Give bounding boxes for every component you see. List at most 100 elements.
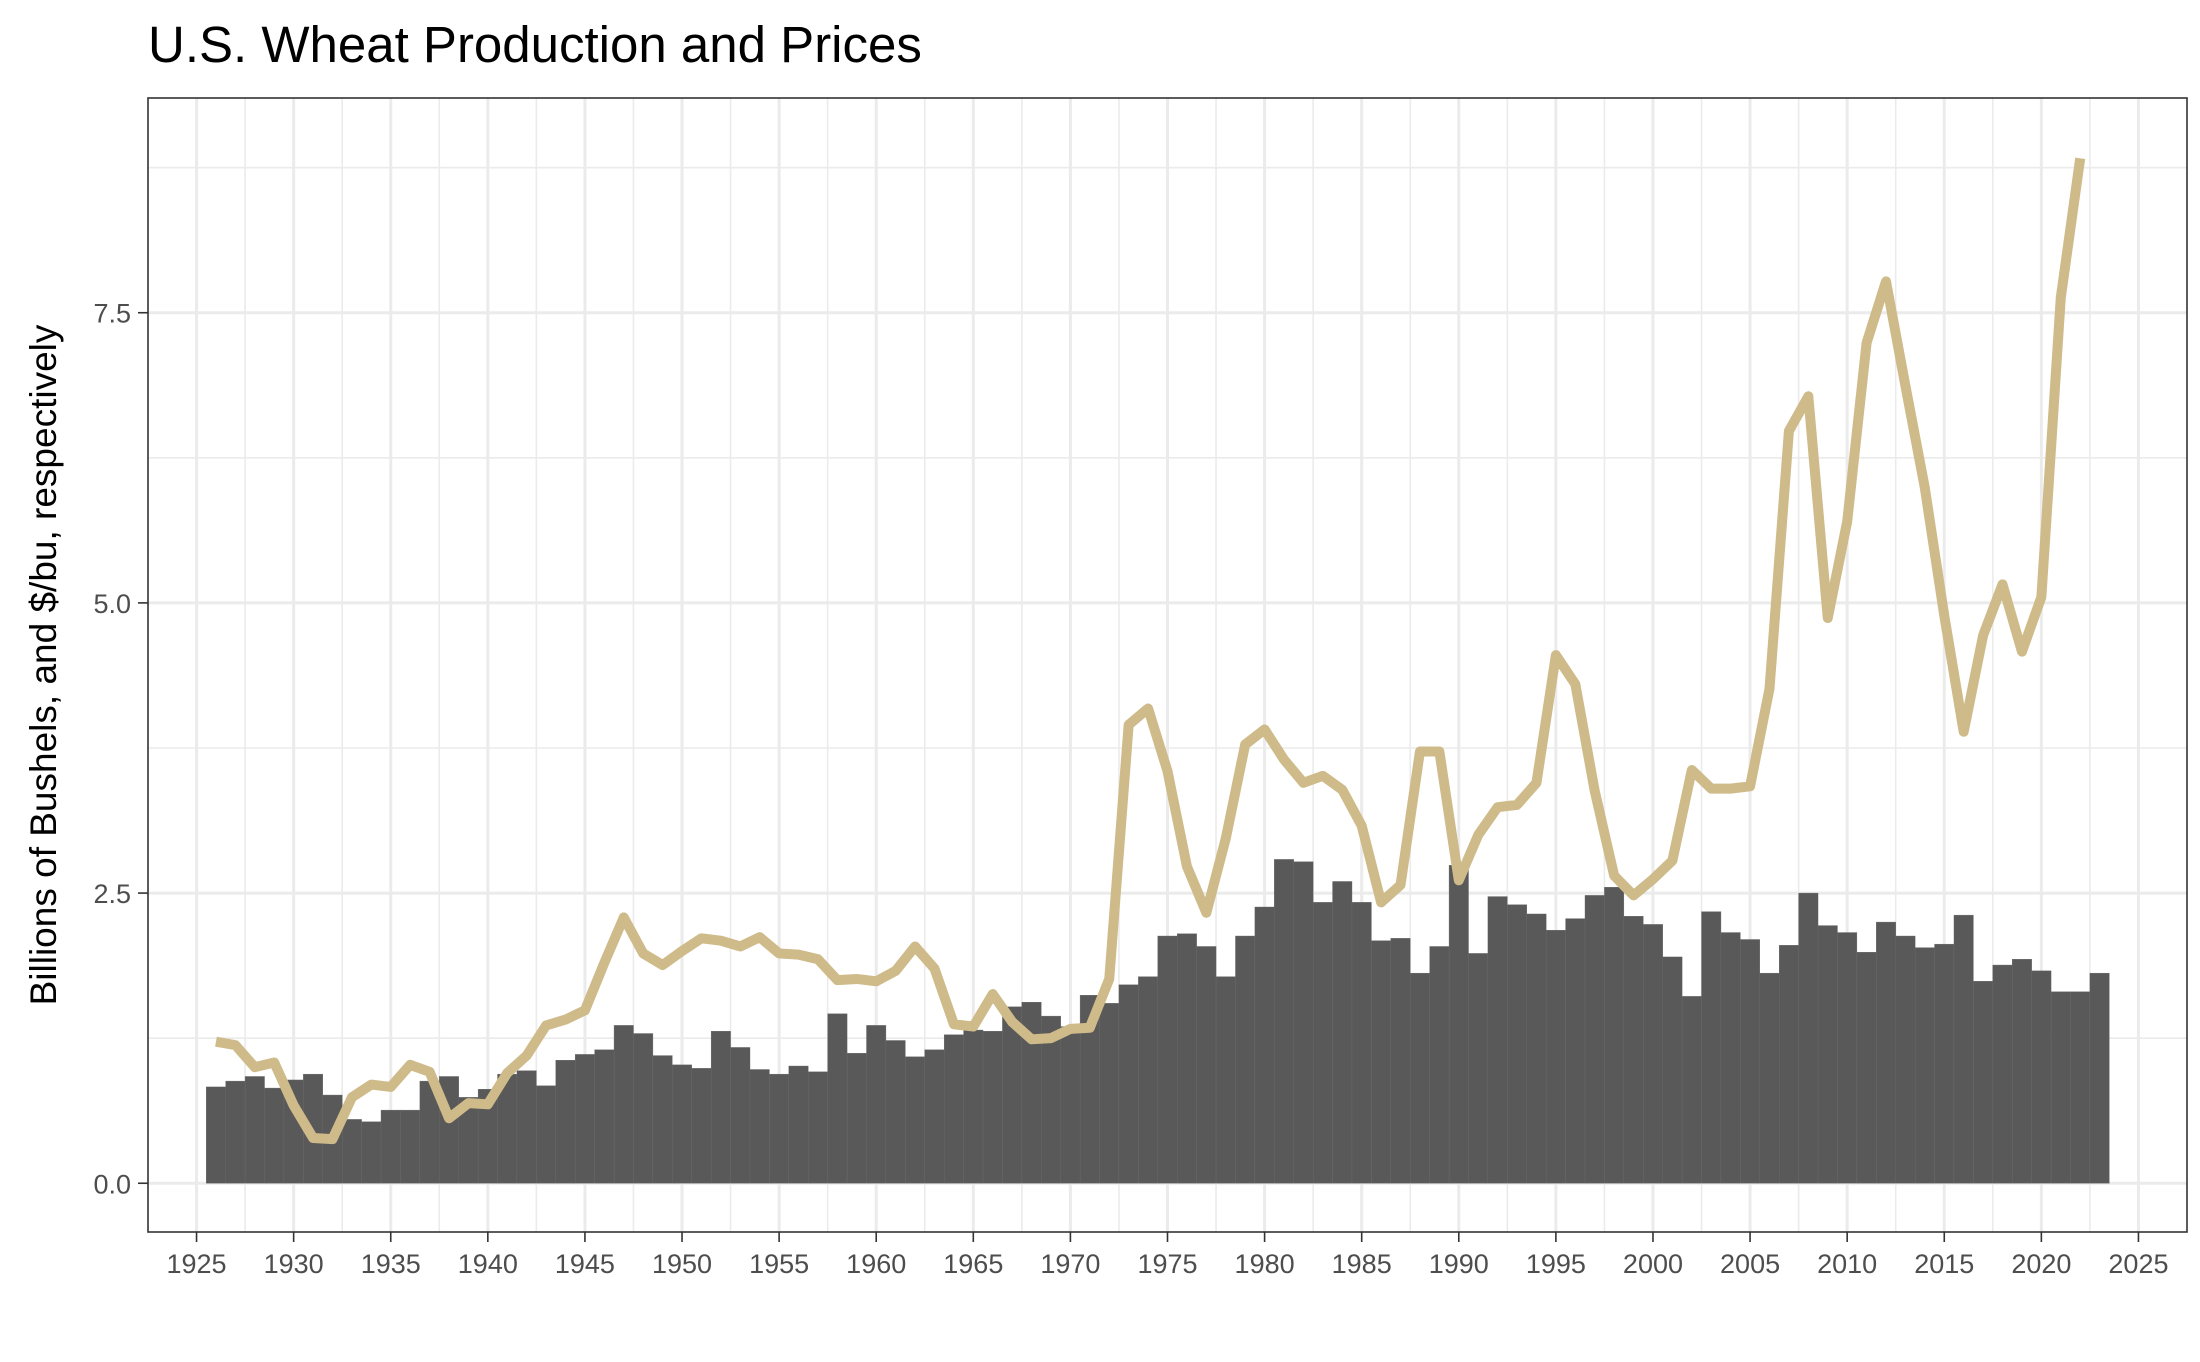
production-bar-1934 xyxy=(361,1121,382,1184)
y-axis-label: Billions of Bushels, and $/bu, respectiv… xyxy=(23,324,64,1005)
production-bar-2009 xyxy=(1817,925,1838,1184)
x-tick-label-2020: 2020 xyxy=(2011,1249,2071,1279)
production-bar-2023 xyxy=(2089,972,2110,1184)
production-bar-1989 xyxy=(1429,946,1450,1184)
production-bar-2017 xyxy=(1973,981,1994,1184)
production-bars xyxy=(206,859,2110,1184)
production-bar-2012 xyxy=(1876,921,1896,1184)
production-bar-2008 xyxy=(1798,892,1819,1184)
x-tick-label-1925: 1925 xyxy=(167,1249,227,1279)
x-tick-label-1935: 1935 xyxy=(361,1249,421,1279)
production-bar-1998 xyxy=(1604,887,1625,1184)
production-bar-1983 xyxy=(1312,902,1333,1184)
production-bar-1988 xyxy=(1410,972,1430,1184)
production-bar-2007 xyxy=(1778,945,1799,1184)
production-bar-2014 xyxy=(1914,947,1935,1184)
x-tick-label-2000: 2000 xyxy=(1623,1249,1683,1279)
production-bar-1950 xyxy=(672,1064,692,1184)
production-bar-1949 xyxy=(652,1055,673,1184)
production-bar-1976 xyxy=(1177,933,1197,1184)
price-line xyxy=(215,157,2086,1145)
production-bar-1999 xyxy=(1623,916,1644,1184)
production-bar-2020 xyxy=(2031,970,2052,1184)
production-bar-1952 xyxy=(710,1030,731,1184)
production-bar-1980 xyxy=(1254,906,1275,1184)
production-bar-1993 xyxy=(1507,904,1527,1184)
x-tick-label-2025: 2025 xyxy=(2108,1249,2168,1279)
x-tick-label-1945: 1945 xyxy=(555,1249,615,1279)
y-axis-ticks: 0.0 2.5 5.0 7.5 xyxy=(93,299,148,1199)
production-bar-1928 xyxy=(244,1076,265,1184)
production-bar-1986 xyxy=(1371,940,1392,1184)
production-bar-1996 xyxy=(1565,918,1586,1184)
production-bar-1936 xyxy=(400,1109,421,1184)
production-bar-2002 xyxy=(1681,996,1702,1184)
x-tick-label-1955: 1955 xyxy=(749,1249,809,1279)
production-bar-1965 xyxy=(963,1029,984,1184)
y-tick-label-5.0: 5.0 xyxy=(93,589,131,619)
production-bar-1963 xyxy=(924,1049,945,1184)
production-bar-2013 xyxy=(1895,935,1916,1184)
production-bar-1927 xyxy=(225,1080,246,1184)
production-bar-1982 xyxy=(1293,861,1314,1184)
production-bar-1955 xyxy=(769,1073,790,1184)
production-bar-1962 xyxy=(905,1056,925,1184)
production-bar-1966 xyxy=(982,1030,1003,1184)
production-bar-1961 xyxy=(885,1040,906,1184)
production-bar-1973 xyxy=(1118,984,1139,1184)
production-bar-1946 xyxy=(594,1049,615,1184)
x-tick-label-1990: 1990 xyxy=(1429,1249,1489,1279)
production-bar-1943 xyxy=(536,1085,557,1184)
production-bar-1954 xyxy=(749,1069,770,1184)
x-tick-label-2010: 2010 xyxy=(1817,1249,1877,1279)
y-tick-label-7.5: 7.5 xyxy=(93,299,131,329)
production-bar-1933 xyxy=(341,1119,362,1184)
production-bar-2003 xyxy=(1701,911,1722,1184)
production-bar-1972 xyxy=(1099,1003,1120,1184)
x-tick-label-1980: 1980 xyxy=(1235,1249,1295,1279)
production-bar-1977 xyxy=(1196,946,1217,1184)
production-bar-2006 xyxy=(1759,972,1780,1184)
production-bar-1994 xyxy=(1526,913,1547,1184)
production-bar-1948 xyxy=(633,1033,654,1184)
x-tick-label-1985: 1985 xyxy=(1332,1249,1392,1279)
production-bar-2005 xyxy=(1740,939,1760,1184)
x-tick-label-1975: 1975 xyxy=(1137,1249,1197,1279)
production-bar-1942 xyxy=(516,1070,537,1184)
x-tick-label-1940: 1940 xyxy=(458,1249,518,1279)
production-bar-1960 xyxy=(866,1025,887,1184)
x-tick-label-1950: 1950 xyxy=(652,1249,712,1279)
production-bar-1985 xyxy=(1351,902,1372,1184)
production-bar-1945 xyxy=(575,1054,595,1184)
production-bar-2001 xyxy=(1662,956,1683,1184)
production-bar-1974 xyxy=(1138,976,1158,1184)
production-bar-1929 xyxy=(264,1087,285,1184)
production-bar-1953 xyxy=(730,1047,751,1184)
production-bar-1958 xyxy=(827,1013,848,1184)
production-bar-1991 xyxy=(1468,953,1489,1184)
production-bar-1951 xyxy=(691,1068,712,1184)
production-bar-1984 xyxy=(1332,881,1353,1184)
production-bar-2004 xyxy=(1720,932,1741,1184)
production-bar-1997 xyxy=(1584,895,1605,1184)
production-bar-1995 xyxy=(1545,930,1566,1184)
production-bar-2021 xyxy=(2050,991,2071,1184)
x-tick-label-1930: 1930 xyxy=(264,1249,324,1279)
chart-title: U.S. Wheat Production and Prices xyxy=(148,16,922,73)
x-tick-label-2005: 2005 xyxy=(1720,1249,1780,1279)
production-bar-1956 xyxy=(788,1065,809,1184)
production-bar-1975 xyxy=(1157,935,1178,1184)
production-bar-1981 xyxy=(1274,859,1294,1184)
production-bar-2000 xyxy=(1643,924,1663,1184)
production-bar-1970 xyxy=(1060,1026,1081,1184)
price-line-group xyxy=(215,157,2086,1145)
production-bar-2016 xyxy=(1953,914,1974,1184)
production-bar-1926 xyxy=(206,1086,226,1184)
x-tick-label-2015: 2015 xyxy=(1914,1249,1974,1279)
production-bar-1992 xyxy=(1487,896,1508,1184)
production-bar-2019 xyxy=(2012,959,2032,1184)
production-bar-2022 xyxy=(2070,991,2091,1184)
x-tick-label-1995: 1995 xyxy=(1526,1249,1586,1279)
y-tick-label-2.5: 2.5 xyxy=(93,879,131,909)
